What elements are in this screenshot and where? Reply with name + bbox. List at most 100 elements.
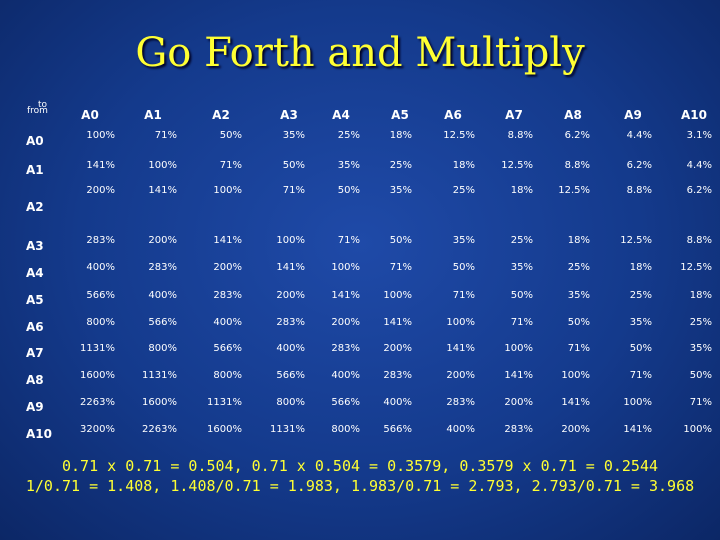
table-cell: 4.4% bbox=[686, 160, 712, 171]
table-cell: 283% bbox=[213, 290, 242, 301]
table-cell: 25% bbox=[337, 130, 360, 141]
table-cell: 8.8% bbox=[626, 185, 652, 196]
table-cell: 100% bbox=[148, 160, 177, 171]
table-cell: 50% bbox=[510, 290, 533, 301]
table-cell: 100% bbox=[446, 317, 475, 328]
table-cell: 283% bbox=[148, 262, 177, 273]
corner-label-to: to bbox=[38, 100, 48, 110]
table-cell: 50% bbox=[219, 130, 242, 141]
table-cell: 35% bbox=[689, 343, 712, 354]
table-cell: 800% bbox=[331, 424, 360, 435]
table-cell: 35% bbox=[337, 160, 360, 171]
table-cell: 100% bbox=[276, 235, 305, 246]
table-cell: 12.5% bbox=[558, 185, 590, 196]
table-cell: 400% bbox=[446, 424, 475, 435]
table-cell: 200% bbox=[561, 424, 590, 435]
row-header: A2 bbox=[26, 200, 44, 214]
table-cell: 400% bbox=[148, 290, 177, 301]
table-cell: 50% bbox=[452, 262, 475, 273]
table-cell: 1600% bbox=[80, 370, 115, 381]
table-cell: 25% bbox=[689, 317, 712, 328]
table-cell: 71% bbox=[567, 343, 590, 354]
table-cell: 200% bbox=[276, 290, 305, 301]
table-cell: 141% bbox=[86, 160, 115, 171]
table-cell: 50% bbox=[389, 235, 412, 246]
table-cell: 800% bbox=[213, 370, 242, 381]
table-cell: 283% bbox=[383, 370, 412, 381]
table-cell: 200% bbox=[446, 370, 475, 381]
table-cell: 566% bbox=[148, 317, 177, 328]
table-cell: 800% bbox=[86, 317, 115, 328]
table-cell: 35% bbox=[452, 235, 475, 246]
table-cell: 100% bbox=[561, 370, 590, 381]
table-cell: 71% bbox=[452, 290, 475, 301]
table-cell: 50% bbox=[567, 317, 590, 328]
table-cell: 12.5% bbox=[620, 235, 652, 246]
table-cell: 25% bbox=[510, 235, 533, 246]
table-cell: 100% bbox=[383, 290, 412, 301]
row-header: A5 bbox=[26, 293, 44, 307]
table-cell: 566% bbox=[331, 397, 360, 408]
table-cell: 283% bbox=[446, 397, 475, 408]
row-header: A10 bbox=[26, 427, 52, 441]
table-cell: 1600% bbox=[142, 397, 177, 408]
table-cell: 283% bbox=[331, 343, 360, 354]
column-header: A8 bbox=[564, 108, 582, 122]
table-cell: 200% bbox=[383, 343, 412, 354]
table-cell: 8.8% bbox=[686, 235, 712, 246]
table-cell: 71% bbox=[219, 160, 242, 171]
table-cell: 35% bbox=[629, 317, 652, 328]
table-cell: 3200% bbox=[80, 424, 115, 435]
table-cell: 200% bbox=[213, 262, 242, 273]
table-cell: 400% bbox=[86, 262, 115, 273]
table-cell: 18% bbox=[629, 262, 652, 273]
table-cell: 18% bbox=[689, 290, 712, 301]
corner-label-from: from bbox=[27, 106, 48, 116]
table-cell: 8.8% bbox=[507, 130, 533, 141]
column-header: A7 bbox=[505, 108, 523, 122]
table-cell: 12.5% bbox=[680, 262, 712, 273]
table-cell: 200% bbox=[504, 397, 533, 408]
column-header: A1 bbox=[144, 108, 162, 122]
column-header: A5 bbox=[391, 108, 409, 122]
table-cell: 1131% bbox=[80, 343, 115, 354]
table-cell: 25% bbox=[629, 290, 652, 301]
row-header: A3 bbox=[26, 239, 44, 253]
table-cell: 141% bbox=[561, 397, 590, 408]
table-cell: 71% bbox=[689, 397, 712, 408]
table-cell: 1600% bbox=[207, 424, 242, 435]
table-cell: 1131% bbox=[270, 424, 305, 435]
table-cell: 400% bbox=[276, 343, 305, 354]
table-cell: 566% bbox=[276, 370, 305, 381]
table-cell: 6.2% bbox=[564, 130, 590, 141]
table-cell: 800% bbox=[276, 397, 305, 408]
table-cell: 25% bbox=[389, 160, 412, 171]
table-cell: 50% bbox=[282, 160, 305, 171]
column-header: A9 bbox=[624, 108, 642, 122]
table-cell: 141% bbox=[213, 235, 242, 246]
table-cell: 2263% bbox=[80, 397, 115, 408]
table-cell: 18% bbox=[567, 235, 590, 246]
table-cell: 566% bbox=[86, 290, 115, 301]
slide-title: Go Forth and Multiply bbox=[135, 30, 585, 76]
table-cell: 141% bbox=[623, 424, 652, 435]
column-header: A10 bbox=[681, 108, 707, 122]
table-cell: 35% bbox=[389, 185, 412, 196]
table-cell: 1131% bbox=[142, 370, 177, 381]
table-cell: 1131% bbox=[207, 397, 242, 408]
table-cell: 25% bbox=[452, 185, 475, 196]
formula-line-2: 1/0.71 = 1.408, 1.408/0.71 = 1.983, 1.98… bbox=[25, 477, 695, 495]
table-cell: 566% bbox=[383, 424, 412, 435]
row-header: A7 bbox=[26, 346, 44, 360]
table-cell: 50% bbox=[629, 343, 652, 354]
table-cell: 71% bbox=[629, 370, 652, 381]
row-header: A6 bbox=[26, 320, 44, 334]
table-cell: 200% bbox=[86, 185, 115, 196]
table-cell: 50% bbox=[689, 370, 712, 381]
table-cell: 141% bbox=[383, 317, 412, 328]
table-cell: 400% bbox=[213, 317, 242, 328]
row-header: A4 bbox=[26, 266, 44, 280]
table-cell: 400% bbox=[331, 370, 360, 381]
table-cell: 12.5% bbox=[443, 130, 475, 141]
table-cell: 800% bbox=[148, 343, 177, 354]
